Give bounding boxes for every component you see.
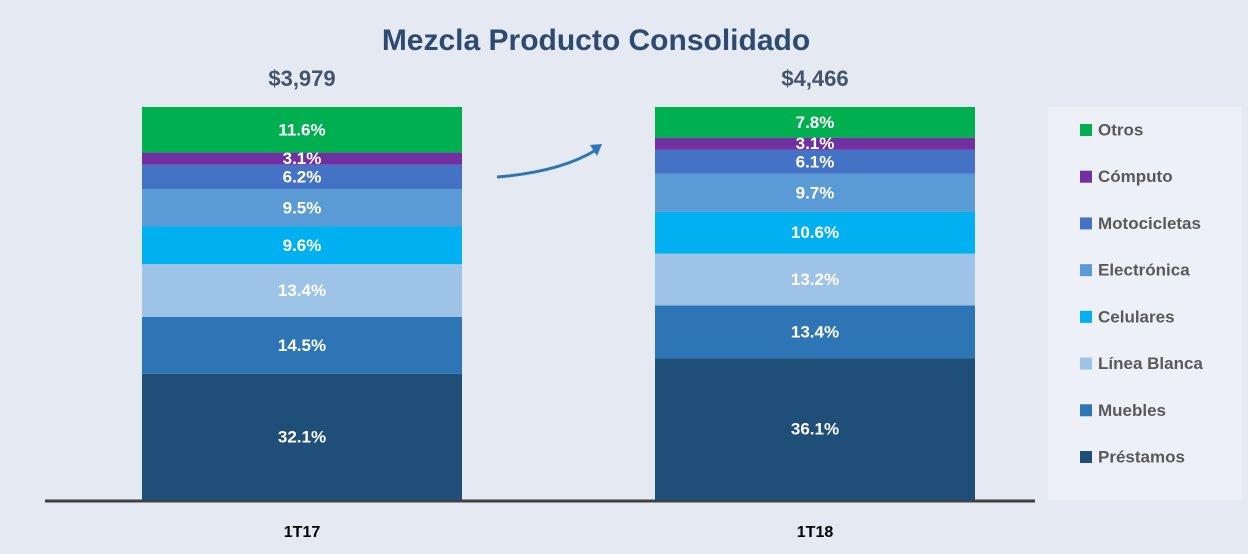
legend-swatch xyxy=(1080,264,1092,277)
bar-segment xyxy=(142,226,462,265)
data-label: 9.7% xyxy=(796,183,835,202)
bar-segment xyxy=(655,211,975,254)
bar-segment xyxy=(142,152,462,165)
arrow-head xyxy=(590,144,602,156)
legend-label: Cómputo xyxy=(1098,167,1173,186)
legend-swatch xyxy=(1080,310,1092,323)
data-label: 32.1% xyxy=(278,427,326,446)
legend-swatch xyxy=(1080,217,1092,230)
data-label: 6.1% xyxy=(796,152,835,171)
legend-swatch xyxy=(1080,451,1092,463)
bar-segment xyxy=(655,253,975,306)
bar-segment xyxy=(142,189,462,227)
bar-segment xyxy=(655,107,975,138)
legend-box xyxy=(1048,107,1242,500)
bar-segment xyxy=(142,164,462,190)
bar-segment xyxy=(655,358,975,500)
legend-label: Préstamos xyxy=(1098,447,1185,466)
bar-segment xyxy=(142,373,462,500)
total-label: $3,979 xyxy=(268,66,335,91)
total-label: $4,466 xyxy=(781,66,848,91)
arrow xyxy=(496,148,597,179)
data-label: 7.8% xyxy=(796,113,835,132)
data-label: 14.5% xyxy=(278,336,326,355)
data-label: 9.6% xyxy=(283,236,322,255)
legend-label: Muebles xyxy=(1098,401,1166,420)
data-label: 13.4% xyxy=(278,281,326,300)
legend-label: Electrónica xyxy=(1098,261,1190,280)
bar-segment xyxy=(142,264,462,317)
data-label: 3.1% xyxy=(796,134,835,153)
data-label: 9.5% xyxy=(283,198,322,217)
bar-segment xyxy=(655,305,975,359)
legend-label: Celulares xyxy=(1098,307,1175,326)
data-label: 13.4% xyxy=(791,322,839,341)
data-label: 13.2% xyxy=(791,270,839,289)
bar-segment xyxy=(655,173,975,212)
legend-label: Motocicletas xyxy=(1098,214,1201,233)
bar-segment xyxy=(142,107,462,153)
data-label: 10.6% xyxy=(791,223,839,242)
x-tick-label: 1T18 xyxy=(797,524,834,541)
legend-swatch xyxy=(1080,124,1092,136)
bar-segment xyxy=(655,137,975,150)
data-label: 3.1% xyxy=(283,149,322,168)
legend-swatch xyxy=(1080,404,1092,417)
data-label: 36.1% xyxy=(791,420,839,439)
chart-title: Mezcla Producto Consolidado xyxy=(382,24,810,57)
data-label: 11.6% xyxy=(278,120,325,139)
bar-segment xyxy=(655,149,975,174)
legend-label: Otros xyxy=(1098,120,1143,139)
legend-label: Línea Blanca xyxy=(1098,354,1203,373)
x-tick-label: 1T17 xyxy=(284,524,321,541)
bar-segment xyxy=(142,316,462,374)
legend-swatch xyxy=(1080,357,1092,370)
legend-swatch xyxy=(1080,170,1092,183)
data-label: 6.2% xyxy=(283,167,322,186)
